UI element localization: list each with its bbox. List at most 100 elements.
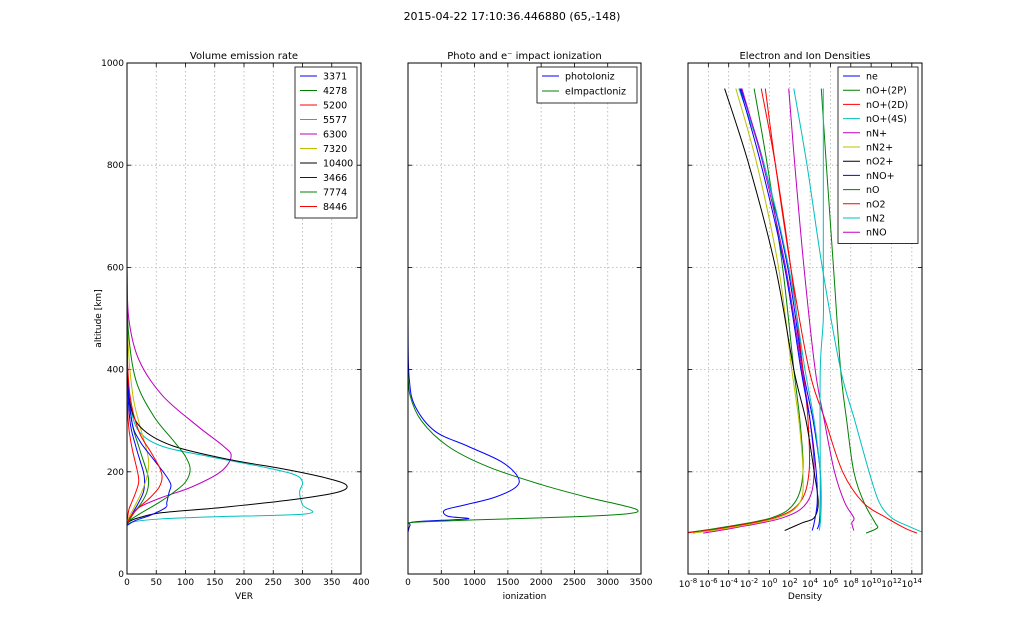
x-tick-label: 200 bbox=[235, 578, 252, 588]
series-line bbox=[408, 277, 520, 533]
x-tick-label: 150 bbox=[206, 578, 223, 588]
x-tick-label: 1014 bbox=[902, 577, 923, 590]
legend-label: nO2+ bbox=[866, 157, 894, 168]
legend-label: 7774 bbox=[323, 188, 347, 199]
legend-label: 4278 bbox=[323, 86, 347, 97]
legend-label: nO bbox=[866, 185, 880, 196]
x-tick-label: 3000 bbox=[596, 578, 619, 588]
legend-label: nO+(4S) bbox=[866, 114, 907, 125]
x-axis-label: VER bbox=[235, 592, 253, 602]
y-tick-label: 1000 bbox=[101, 59, 124, 69]
series-line bbox=[127, 267, 172, 526]
x-tick-label: 108 bbox=[843, 577, 859, 590]
x-tick-label: 100 bbox=[177, 578, 194, 588]
y-axis-label: altitude [km] bbox=[94, 289, 104, 347]
x-tick-label: 104 bbox=[802, 577, 818, 590]
series-line bbox=[127, 267, 150, 526]
legend-label: nO+(2D) bbox=[866, 100, 908, 111]
y-tick-label: 0 bbox=[118, 570, 124, 580]
series-line bbox=[724, 88, 819, 532]
legend-label: 10400 bbox=[323, 159, 353, 170]
legend-label: 5577 bbox=[323, 115, 347, 126]
x-tick-label: 100 bbox=[761, 577, 777, 590]
x-tick-label: 1012 bbox=[881, 577, 901, 590]
series-line bbox=[819, 88, 825, 523]
x-tick-label: 250 bbox=[265, 578, 282, 588]
y-tick-label: 200 bbox=[107, 468, 124, 478]
series-line bbox=[739, 88, 818, 531]
series-group bbox=[408, 277, 639, 533]
panel-title: Volume emission rate bbox=[190, 51, 298, 62]
series-line bbox=[127, 267, 314, 526]
x-tick-label: 350 bbox=[323, 578, 340, 588]
series-group bbox=[127, 267, 348, 526]
legend-label: 3466 bbox=[323, 173, 347, 184]
legend-label: nO2 bbox=[866, 199, 886, 210]
x-tick-label: 500 bbox=[433, 578, 450, 588]
legend-label: nN2 bbox=[866, 214, 885, 225]
panel-2: Photo and e⁻ impact ionization 0 500 1000 15… bbox=[405, 51, 653, 602]
x-tick-label: 400 bbox=[352, 578, 369, 588]
x-tick-label: 1000 bbox=[463, 578, 486, 588]
legend-label: photoIoniz bbox=[565, 72, 615, 83]
x-tick-label: 300 bbox=[294, 578, 311, 588]
x-tick-label: 10-8 bbox=[679, 577, 697, 590]
x-tick-label: 10-6 bbox=[699, 577, 718, 590]
legend: photoIoniz eImpactIoniz bbox=[536, 66, 638, 104]
x-tick-label: 2500 bbox=[563, 578, 586, 588]
x-tick-label: 10-4 bbox=[719, 577, 738, 590]
y-tick-label: 800 bbox=[107, 161, 124, 171]
x-tick-label: 50 bbox=[151, 578, 163, 588]
series-line bbox=[408, 369, 639, 524]
legend-label: 7320 bbox=[323, 144, 347, 155]
x-tick-label: 1500 bbox=[496, 578, 519, 588]
x-axis-label: ionization bbox=[503, 592, 547, 602]
x-tick-label: 0 bbox=[405, 578, 411, 588]
series-line bbox=[688, 88, 804, 533]
series-line bbox=[127, 267, 191, 526]
series-line bbox=[764, 88, 918, 534]
series-line bbox=[127, 267, 348, 526]
legend-label: ne bbox=[866, 72, 878, 83]
panel-title: Electron and Ion Densities bbox=[739, 51, 870, 62]
legend-label: nNO+ bbox=[866, 171, 895, 182]
axes-frame bbox=[407, 62, 642, 575]
legend-label: 3371 bbox=[323, 72, 347, 83]
axes-frame bbox=[687, 62, 923, 575]
legend-label: nN+ bbox=[866, 128, 887, 139]
axes-frame bbox=[126, 62, 362, 575]
x-tick-label: 106 bbox=[822, 577, 838, 590]
x-tick-label: 1010 bbox=[861, 577, 881, 590]
series-line bbox=[820, 88, 879, 534]
series-line bbox=[788, 88, 855, 531]
series-line bbox=[738, 88, 822, 531]
series-line bbox=[688, 88, 811, 534]
legend: ne nO+(2P) nO+(2D) nO+(4S) nN+ nN2+ nO2+ nNO+ nO… bbox=[837, 66, 919, 244]
series-line bbox=[693, 88, 804, 534]
x-tick-label: 10-2 bbox=[740, 577, 758, 590]
legend-label: nN2+ bbox=[866, 143, 893, 154]
x-tick-label: 2000 bbox=[530, 578, 553, 588]
legend-label: 5200 bbox=[323, 101, 347, 112]
x-tick-label: 3500 bbox=[630, 578, 653, 588]
x-tick-label: 0 bbox=[124, 578, 130, 588]
panel-title: Photo and e⁻ impact ionization bbox=[447, 51, 601, 62]
x-tick-label: 102 bbox=[782, 577, 798, 590]
legend-label: nO+(2P) bbox=[866, 86, 907, 97]
x-axis-label: Density bbox=[788, 592, 823, 602]
panel-1: Volume emission rate 0 50 100 150 200 250 300 35… bbox=[94, 51, 370, 602]
legend-label: 8446 bbox=[323, 202, 347, 213]
series-group bbox=[688, 88, 922, 534]
legend-label: nNO bbox=[866, 228, 887, 239]
series-line bbox=[127, 267, 163, 526]
legend-label: eImpactIoniz bbox=[565, 87, 626, 98]
figure-title: 2015-04-22 17:10:36.446880 (65,-148) bbox=[403, 10, 621, 23]
legend: 3371 4278 5200 5577 6300 7320 10400 3466 7774 844… bbox=[294, 66, 358, 219]
legend-label: 6300 bbox=[323, 130, 347, 141]
series-line bbox=[793, 88, 922, 533]
y-tick-label: 400 bbox=[107, 366, 124, 376]
y-tick-label: 600 bbox=[107, 263, 124, 273]
series-line bbox=[740, 88, 822, 530]
